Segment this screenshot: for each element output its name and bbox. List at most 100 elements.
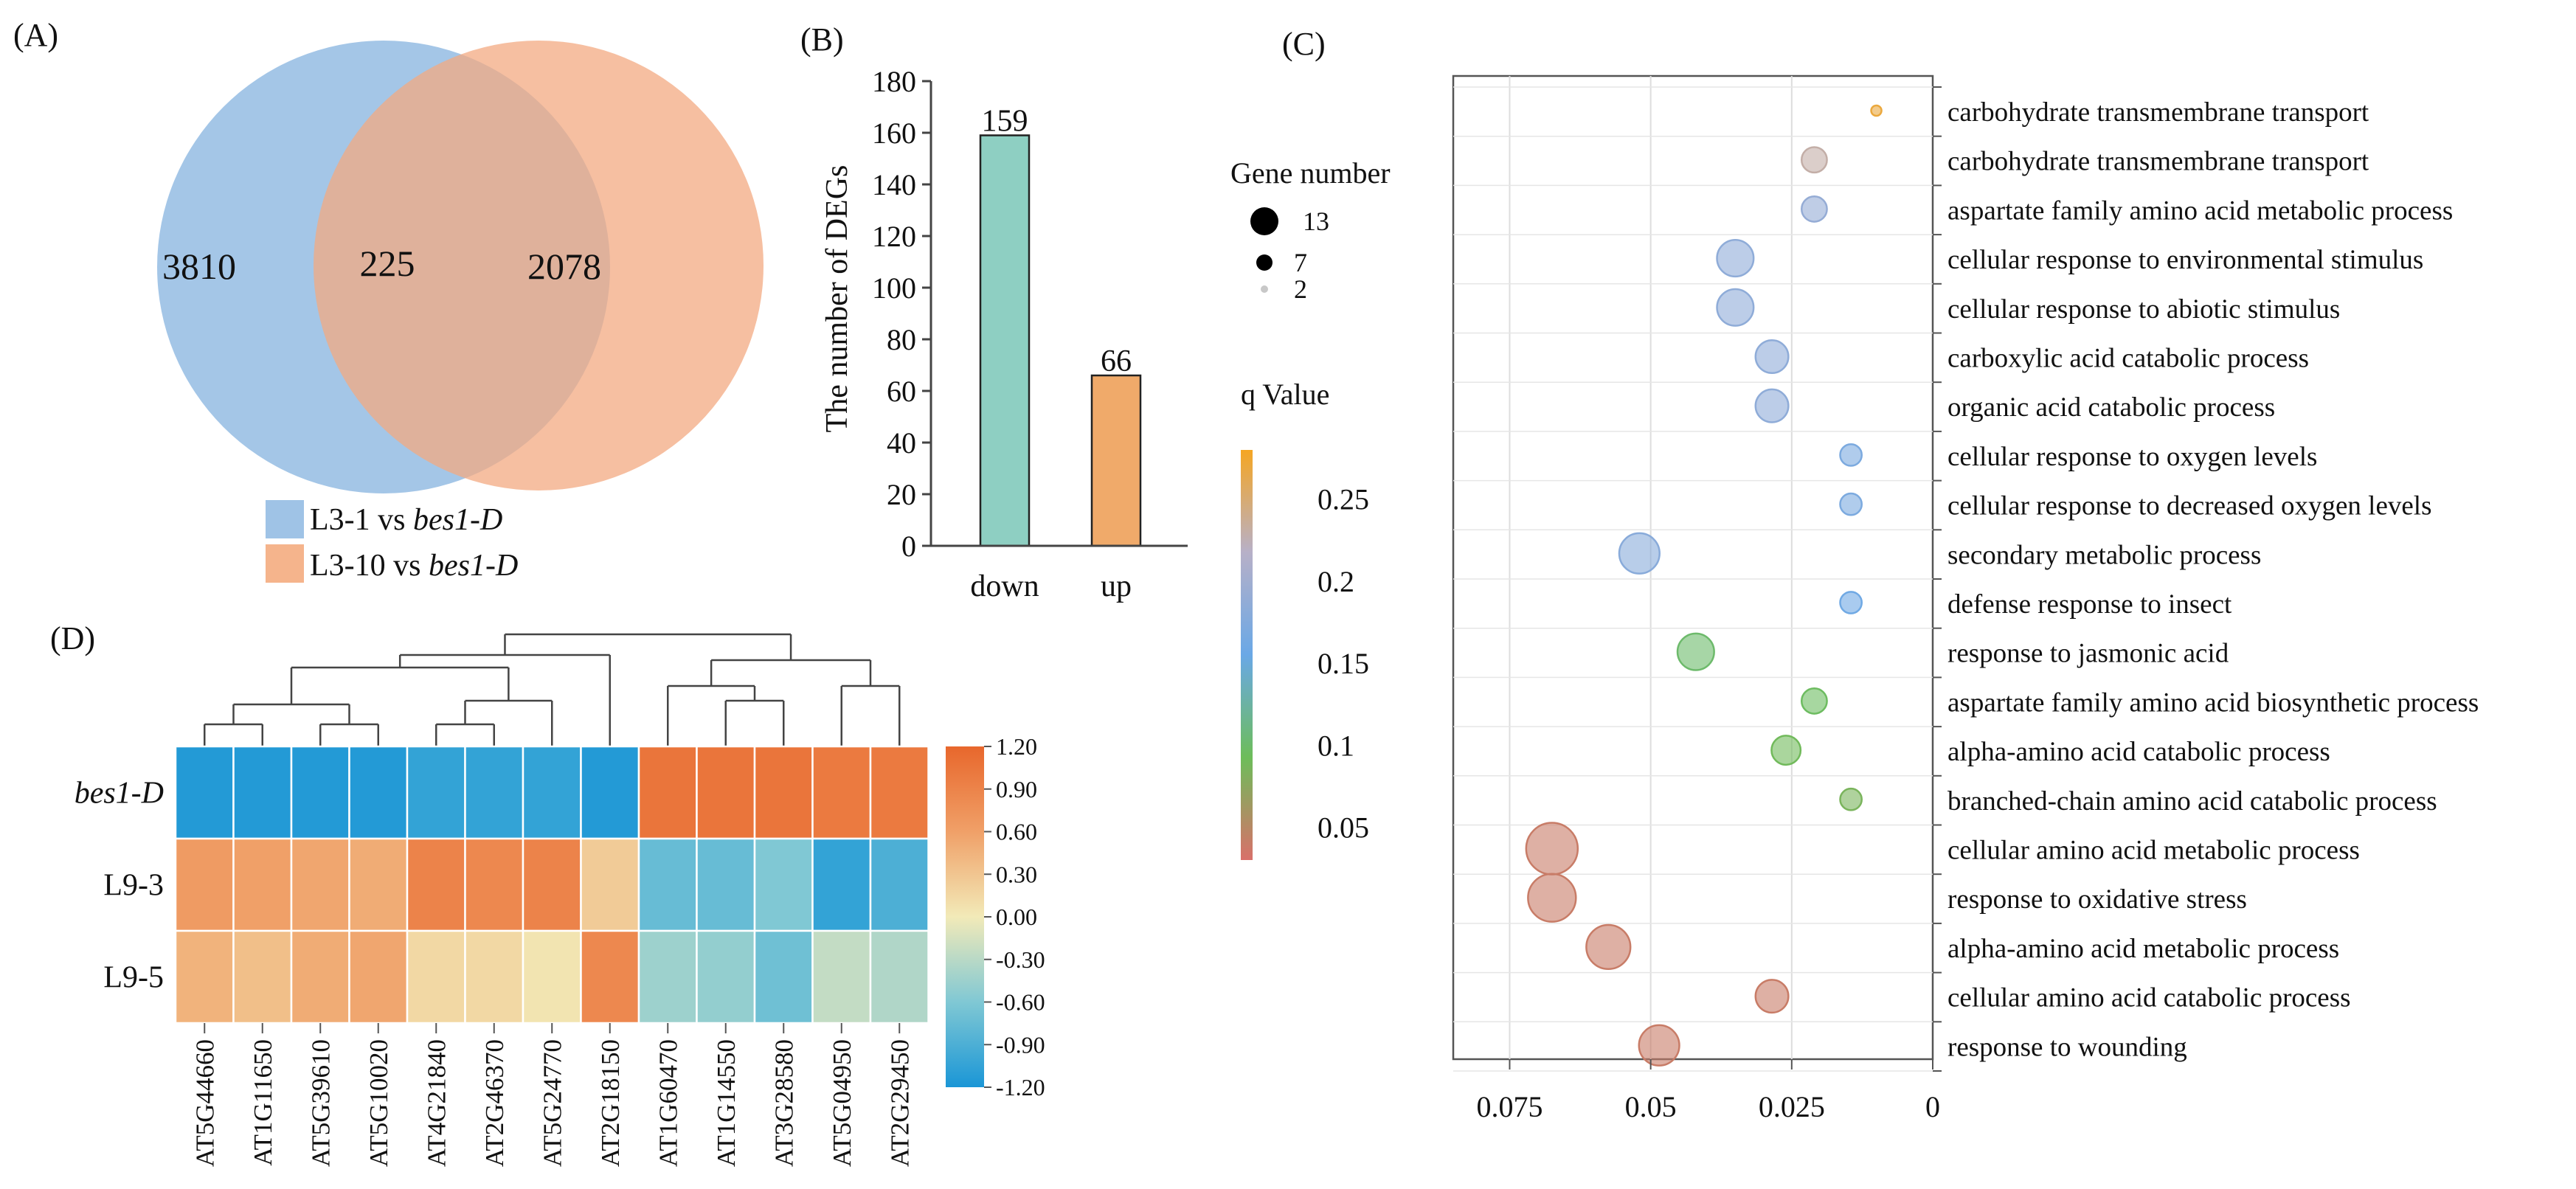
heatmap-row-label: bes1-D (75, 777, 164, 811)
heatmap-column-label: AT1G11650 (249, 1039, 277, 1166)
bubble-point (1527, 873, 1577, 923)
heatmap-cell (522, 745, 582, 840)
bar-panel: (B) The number of DEGs 0 20 40 60 80 100 120 14… (800, 21, 1188, 603)
heatmap-column-label: AT2G18150 (596, 1039, 625, 1167)
bar-value-label: 159 (982, 105, 1028, 139)
bubble-term-label: alpha-amino acid catabolic process (1947, 737, 2330, 767)
bar-y-axis-label: The number of DEGs (820, 165, 854, 433)
heatmap-cell (406, 929, 466, 1025)
heatmap-cell (753, 929, 814, 1025)
panel-label-b: (B) (800, 21, 844, 58)
heatmap-cell (696, 837, 756, 932)
bar-y-tick-label: 180 (872, 65, 916, 98)
heatmap-cell (696, 745, 756, 840)
heatmap-column-label: AT2G29450 (885, 1039, 914, 1167)
heatmap-cell (232, 929, 293, 1025)
bar-up (1090, 374, 1142, 547)
color-legend-tick-label: 0.15 (1318, 647, 1369, 680)
heatmap-scale-tick-label: 0.30 (996, 861, 1037, 887)
heatmap-cell (869, 837, 929, 932)
panel-label-a: (A) (13, 17, 58, 53)
heatmap-column-label: AT5G44660 (190, 1039, 219, 1167)
heatmap-scale-tick-label: 0.60 (996, 819, 1037, 845)
size-legend-circle (1250, 207, 1278, 235)
venn-legend-swatch-1 (266, 500, 304, 538)
bubble-x-tick-label: 0.075 (1476, 1090, 1543, 1123)
bar-y-ticks: 0 20 40 60 80 100 120 140 160 180 (872, 65, 931, 563)
venn-set-2-circle (314, 41, 764, 490)
bubble-term-label: response to wounding (1947, 1032, 2187, 1062)
heatmap-color-scale (946, 746, 984, 1087)
heatmap-row-label: L9-5 (103, 961, 164, 995)
bubble-point (1618, 532, 1661, 575)
bubble-point (1800, 195, 1828, 223)
bar-y-tick-label: 40 (887, 426, 916, 460)
heatmap-cell (290, 837, 350, 932)
heatmap-cell (232, 837, 293, 932)
bar-y-tick-label: 160 (872, 117, 916, 150)
bubble-plot-area (1452, 74, 1934, 1061)
heatmap-row-label: L9-3 (103, 869, 164, 903)
heatmap-cell (811, 745, 872, 840)
bubble-point (1754, 388, 1790, 423)
bar-marks: 159 down 66 up (970, 105, 1142, 603)
heatmap-cell (753, 837, 814, 932)
bubble-term-label: cellular amino acid metabolic process (1947, 836, 2360, 866)
bar-category-label: up (1101, 569, 1132, 603)
venn-legend-label-1: L3-1 vs bes1-D (310, 503, 502, 537)
bubble-term-label: defense response to insect (1947, 589, 2232, 620)
heatmap-cell (637, 837, 698, 932)
bubble-point (1676, 632, 1715, 671)
heatmap-cell (348, 929, 409, 1025)
bubble-point (1870, 104, 1883, 117)
venn-only-set-1: 3810 (162, 246, 236, 287)
heatmap-cell (406, 745, 466, 840)
heatmap-cell (696, 929, 756, 1025)
size-legend-label: 13 (1303, 207, 1329, 236)
bar-y-tick-label: 20 (887, 478, 916, 511)
heatmap-cell (464, 837, 524, 932)
bar-y-tick-label: 0 (901, 530, 916, 563)
bubble-term-label: aspartate family amino acid biosynthetic… (1947, 687, 2479, 718)
heatmap-cell (464, 745, 524, 840)
heatmap-row-labels: bes1-D L9-3 L9-5 (75, 777, 164, 995)
heatmap-scale-tick-label: 0.00 (996, 904, 1037, 930)
heatmap-dendrogram (204, 633, 901, 746)
heatmap-scale-tick-label: -0.90 (996, 1031, 1045, 1058)
bubble-x-tick-label: 0 (1925, 1090, 1940, 1123)
heatmap-cells (174, 745, 929, 1025)
heatmap-cell (174, 929, 235, 1025)
heatmap-scale-tick-label: -0.60 (996, 989, 1045, 1016)
bubble-panel: (C) Gene number 13 72 q Value 0.25 0.2 0.15… (1230, 26, 2479, 1123)
heatmap-cell (637, 745, 698, 840)
bar-y-tick-label: 100 (872, 271, 916, 305)
bar-y-tick-label: 120 (872, 220, 916, 253)
color-legend-title: q Value (1241, 378, 1329, 411)
bubble-marks (1525, 104, 1883, 1067)
bubble-term-label: cellular response to decreased oxygen le… (1947, 491, 2431, 521)
heatmap-panel: (D) bes1-D L9-3 L9-5 AT5G44660 AT1G11650 AT5… (50, 620, 1045, 1167)
bubble-x-tick-label: 0.025 (1759, 1090, 1825, 1123)
bubble-point (1800, 146, 1828, 174)
heatmap-scale-tick-label: 0.90 (996, 776, 1037, 803)
bubble-point (1839, 443, 1863, 467)
heatmap-cell (811, 837, 872, 932)
panel-label-d: (D) (50, 620, 95, 656)
bubble-term-label: alpha-amino acid metabolic process (1947, 934, 2339, 964)
bubble-term-label: carbohydrate transmembrane transport (1947, 147, 2369, 177)
bubble-term-label: organic acid catabolic process (1947, 392, 2275, 423)
bubble-point (1716, 239, 1755, 278)
color-legend-bar (1241, 450, 1253, 860)
heatmap-cell (753, 745, 814, 840)
bubble-point (1839, 591, 1863, 614)
size-legend-label: 2 (1294, 274, 1307, 304)
heatmap-cell (464, 929, 524, 1025)
bar-category-label: down (970, 569, 1039, 603)
heatmap-cell (290, 745, 350, 840)
heatmap-column-label: AT5G10020 (364, 1039, 393, 1167)
bubble-x-tick-label: 0.05 (1625, 1090, 1677, 1123)
color-legend-ticks: 0.25 0.2 0.15 0.1 0.05 (1318, 483, 1369, 845)
heatmap-scale-ticks: 1.20 0.90 0.60 0.30 0.00 -0.30 -0.60 -0.90 -1.20 (984, 733, 1045, 1100)
venn-overlap: 225 (360, 243, 415, 284)
